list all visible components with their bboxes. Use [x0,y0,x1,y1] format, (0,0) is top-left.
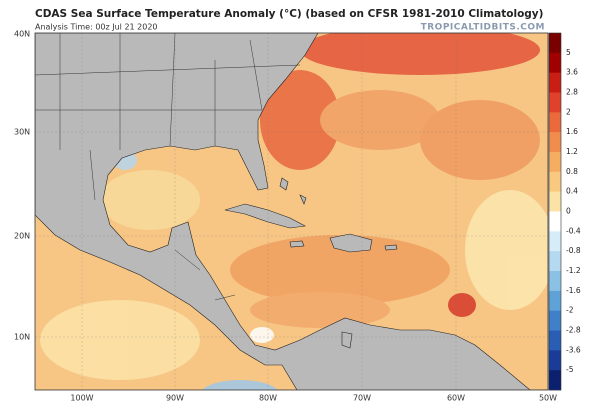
colorbar-swatch [549,132,561,153]
lake-maracaibo [341,331,353,349]
hispaniola [329,233,373,253]
colorbar-swatch [549,330,561,351]
lon-label: 70W [353,394,371,403]
graticule [35,33,548,390]
colorbar-swatch [549,191,561,212]
colorbar-swatch [549,92,561,113]
lon-label: 90W [166,394,184,403]
colorbar-label: 0.4 [566,187,578,196]
lat-label: 30N [14,128,30,137]
colorbar-label: 5 [566,48,571,57]
map [34,32,549,391]
colorbar-label: -5 [566,365,574,374]
map-frame [34,32,549,391]
colorbar-swatch [549,350,561,371]
colorbar-frame [548,32,562,391]
colorbar-label: -2.8 [566,326,581,335]
lon-label: 60W [447,394,465,403]
colorbar-swatch [549,310,561,331]
puerto-rico [384,244,398,251]
colorbar-label: -0.8 [566,246,581,255]
subtitle: Analysis Time: 00z Jul 21 2020 [35,23,158,32]
colorbar-label: -0.4 [566,226,581,235]
colorbar: 5 3.6 2.8 2 1.6 1.2 0.8 0.4 0 -0.4 -0.8 -1.2 -1.6 -2 -… [548,32,581,391]
colorbar-swatch [549,251,561,272]
title: CDAS Sea Surface Temperature Anomaly (°C… [35,8,543,20]
anomaly-field [40,33,548,390]
axis-labels: 40N 30N 20N 10N 100W 90W 80W 70W 60W 50W [14,30,557,403]
colorbar-label: 3.6 [566,68,578,77]
colorbar-label: 2 [566,107,571,116]
colorbar-swatch [549,370,561,391]
lat-label: 20N [14,232,30,241]
colorbar-label: -1.2 [566,266,581,275]
colorbar-swatch [549,171,561,192]
colorbar-label: 0 [566,207,571,216]
colorbar-swatch [549,52,561,73]
colorbar-swatch [549,211,561,232]
colorbar-swatch [549,72,561,93]
lat-label: 40N [14,30,30,39]
lat-label: 10N [14,333,30,342]
colorbar-label: 1.6 [566,127,578,136]
colorbar-label: 1.2 [566,147,578,156]
north-central-south-america [35,33,548,390]
colorbar-label: -2 [566,306,574,315]
lon-label: 100W [70,394,93,403]
watermark: TROPICALTIDBITS.COM [421,23,545,33]
colorbar-swatch [549,112,561,133]
colorbar-swatch [549,271,561,292]
bahamas [279,177,307,205]
jamaica [289,240,305,248]
colorbar-label: 0.8 [566,167,578,176]
cuba [224,203,306,229]
colorbar-swatch [549,231,561,252]
lon-label: 50W [539,394,557,403]
colorbar-swatch [549,152,561,173]
colorbar-swatch [549,33,561,54]
colorbar-swatch [549,290,561,311]
lon-label: 80W [259,394,277,403]
colorbar-label: -1.6 [566,286,581,295]
colorbar-label: 2.8 [566,88,578,97]
state-borders [35,33,301,301]
colorbar-label: -3.6 [566,345,581,354]
